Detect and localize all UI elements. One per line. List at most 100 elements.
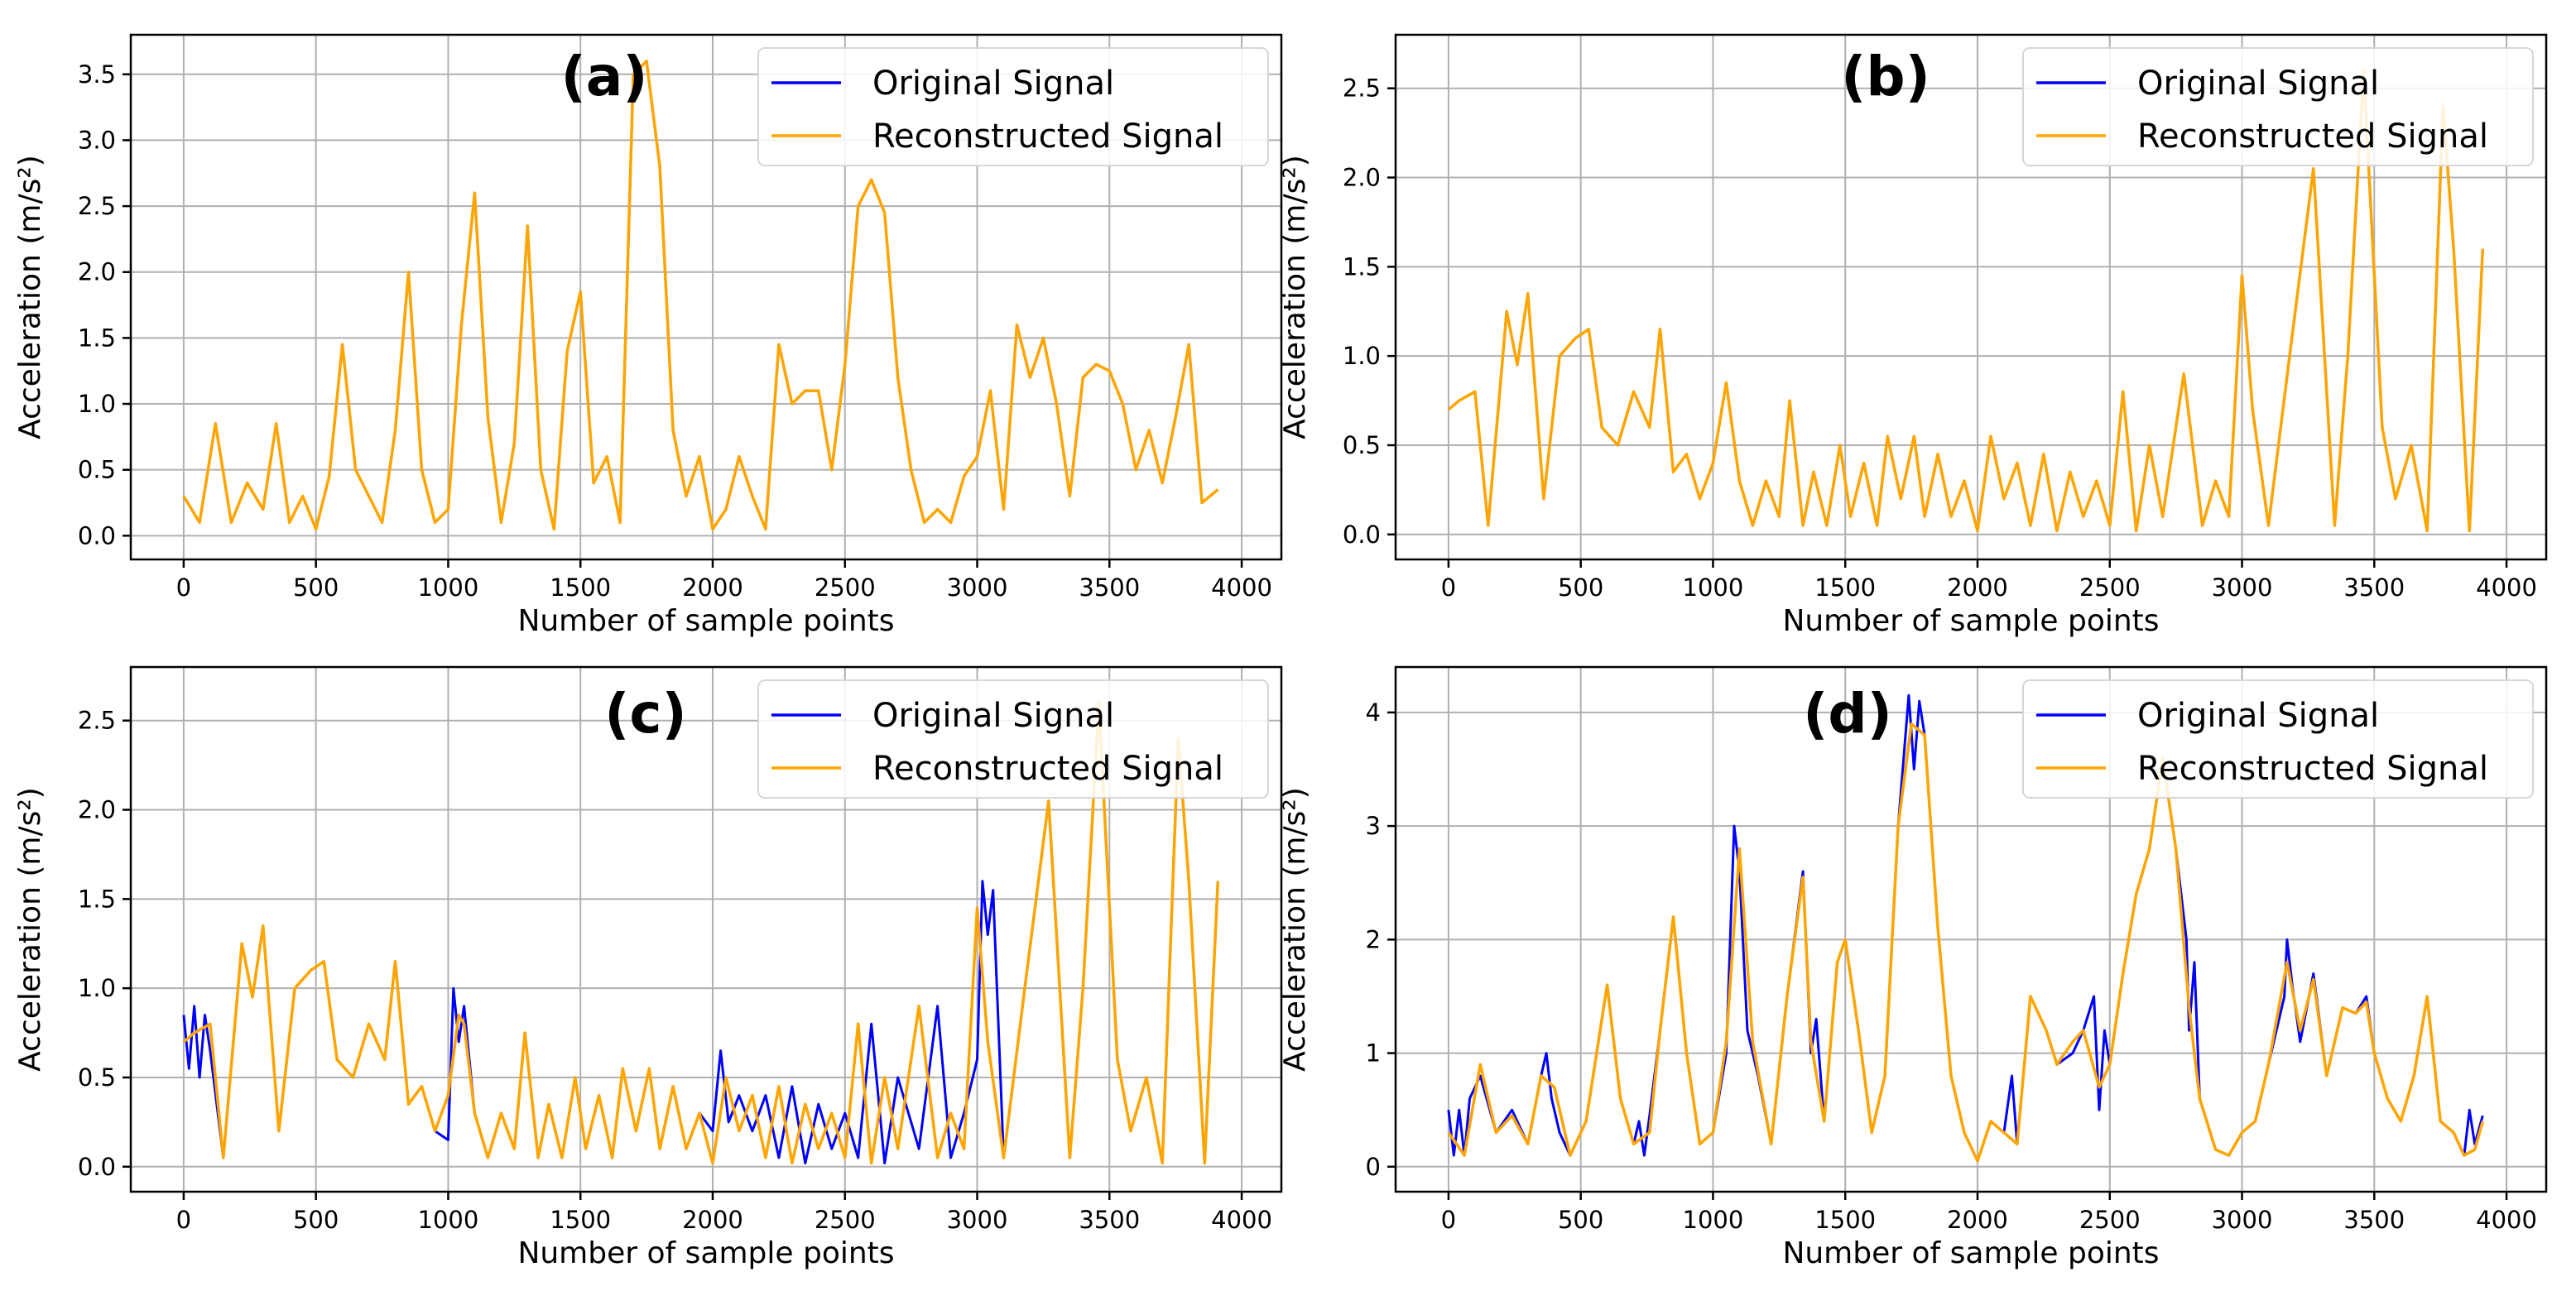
legend-reconstructed-label: Reconstructed Signal xyxy=(872,118,1223,156)
y-tick-label: 1.5 xyxy=(1343,252,1381,281)
panel-label: (d) xyxy=(1803,682,1892,746)
x-tick-label: 1000 xyxy=(418,1206,479,1234)
plot-frame xyxy=(129,33,1283,561)
x-tick-label: 1000 xyxy=(1683,1206,1744,1234)
x-axis: 0 500 1000 1500 2000 2500 3000 3500 4000 Number o… xyxy=(176,559,1272,638)
series-lines xyxy=(182,701,1220,1165)
series-lines xyxy=(182,60,1219,531)
y-tick-label: 2.0 xyxy=(78,258,116,286)
legend-original-label: Original Signal xyxy=(2137,65,2379,103)
y-tick-label: 4 xyxy=(1366,698,1381,727)
x-tick-label: 0 xyxy=(1441,574,1456,602)
reconstructed-signal-line xyxy=(182,701,1220,1165)
x-tick-label: 500 xyxy=(293,1206,339,1234)
x-tick-label: 1000 xyxy=(418,574,479,602)
x-tick-label: 1500 xyxy=(550,574,611,602)
legend-original-label: Original Signal xyxy=(872,65,1114,103)
y-tick-label: 2.0 xyxy=(78,796,116,824)
panel-label: (a) xyxy=(561,45,648,108)
x-tick-label: 0 xyxy=(176,1206,191,1234)
series-lines xyxy=(1447,693,2484,1163)
y-tick-label: 2.5 xyxy=(1343,74,1381,103)
x-tick-label: 500 xyxy=(1558,1206,1603,1234)
x-tick-label: 3000 xyxy=(947,574,1008,602)
y-axis-label: Acceleration (m/s²) xyxy=(1278,787,1312,1072)
plot-frame xyxy=(1394,33,2548,561)
y-tick-label: 1.0 xyxy=(1343,342,1381,370)
x-tick-label: 3500 xyxy=(2343,574,2405,602)
legend-reconstructed-label: Reconstructed Signal xyxy=(2137,118,2488,156)
legend-original-label: Original Signal xyxy=(2137,697,2379,735)
legend-reconstructed-label: Reconstructed Signal xyxy=(872,750,1223,788)
legend-box xyxy=(757,679,1269,799)
plot-frame xyxy=(1394,665,2548,1193)
y-tick-label: 2 xyxy=(1366,925,1381,953)
reconstructed-signal-line xyxy=(182,60,1219,531)
reconstructed-signal-line xyxy=(1447,69,2485,533)
y-tick-label: 0.0 xyxy=(1343,521,1381,549)
x-tick-label: 2000 xyxy=(1947,574,2008,602)
x-axis: 0 500 1000 1500 2000 2500 3000 3500 4000 Number o… xyxy=(176,1192,1272,1270)
y-tick-label: 2.5 xyxy=(78,707,116,735)
y-axis: 0.0 0.5 1.0 1.5 2.0 2.5 3.0 3.5 Acceleration (m/… xyxy=(13,60,131,550)
x-tick-label: 3000 xyxy=(2212,1206,2273,1234)
y-tick-label: 0.0 xyxy=(78,521,116,550)
legend-reconstructed-label: Reconstructed Signal xyxy=(2137,750,2488,788)
x-axis-label: Number of sample points xyxy=(517,1236,894,1270)
y-tick-label: 3.5 xyxy=(78,60,116,89)
x-tick-label: 3000 xyxy=(947,1206,1008,1234)
x-tick-label: 500 xyxy=(293,574,339,602)
reconstructed-signal-line xyxy=(1447,722,2484,1163)
legend-box xyxy=(2022,47,2534,166)
y-tick-label: 3 xyxy=(1366,812,1381,840)
y-tick-label: 1 xyxy=(1366,1039,1381,1068)
legend-box xyxy=(757,47,1269,166)
y-axis: 0.0 0.5 1.0 1.5 2.0 2.5 Acceleration (m/s²) xyxy=(13,707,131,1181)
x-tick-label: 4000 xyxy=(1211,574,1272,602)
x-tick-label: 2500 xyxy=(2079,574,2141,602)
x-tick-label: 1500 xyxy=(1814,574,1876,602)
y-tick-label: 1.5 xyxy=(78,885,116,913)
chart-panel-3: 0 500 1000 1500 2000 2500 3000 3500 4000 Number o… xyxy=(1278,665,2548,1270)
panel-label: (c) xyxy=(604,682,686,746)
chart-panel-0: 0 500 1000 1500 2000 2500 3000 3500 4000 Number o… xyxy=(13,33,1283,638)
chart-panel-2: 0 500 1000 1500 2000 2500 3000 3500 4000 Number o… xyxy=(13,665,1283,1270)
x-tick-label: 0 xyxy=(176,574,191,602)
chart-panel-1: 0 500 1000 1500 2000 2500 3000 3500 4000 Number o… xyxy=(1278,33,2548,638)
y-axis-label: Acceleration (m/s²) xyxy=(13,155,47,439)
grid xyxy=(1396,35,2546,559)
legend-box xyxy=(2022,679,2534,799)
x-tick-label: 1500 xyxy=(550,1206,611,1234)
y-tick-label: 1.0 xyxy=(78,974,116,1002)
y-axis-label: Acceleration (m/s²) xyxy=(13,787,47,1072)
y-tick-label: 0.0 xyxy=(78,1153,116,1181)
x-tick-label: 1000 xyxy=(1683,574,1744,602)
x-axis: 0 500 1000 1500 2000 2500 3000 3500 4000 Number o… xyxy=(1441,559,2537,638)
legend: Original Signal Reconstructed Signal xyxy=(2022,47,2534,166)
y-tick-label: 2.0 xyxy=(1343,164,1381,192)
legend-original-label: Original Signal xyxy=(872,697,1114,735)
x-tick-label: 3500 xyxy=(2343,1206,2405,1234)
x-tick-label: 4000 xyxy=(2476,1206,2537,1234)
x-tick-label: 2000 xyxy=(1947,1206,2008,1234)
x-axis-label: Number of sample points xyxy=(517,604,894,638)
y-tick-label: 0.5 xyxy=(78,456,116,484)
panel-label: (b) xyxy=(1841,45,1930,108)
x-tick-label: 4000 xyxy=(1211,1206,1272,1234)
series-lines xyxy=(1447,69,2485,533)
y-tick-label: 3.0 xyxy=(78,126,116,154)
y-axis-label: Acceleration (m/s²) xyxy=(1278,155,1312,439)
y-tick-label: 1.5 xyxy=(78,324,116,352)
y-tick-label: 0.5 xyxy=(78,1063,116,1092)
x-tick-label: 2500 xyxy=(815,1206,876,1234)
x-axis-label: Number of sample points xyxy=(1782,604,2159,638)
legend: Original Signal Reconstructed Signal xyxy=(757,47,1269,166)
x-tick-label: 3000 xyxy=(2212,574,2273,602)
x-tick-label: 0 xyxy=(1441,1206,1456,1234)
y-tick-label: 0.5 xyxy=(1343,431,1381,459)
x-tick-label: 2500 xyxy=(815,574,876,602)
x-tick-label: 2000 xyxy=(682,574,743,602)
x-tick-label: 2000 xyxy=(682,1206,743,1234)
